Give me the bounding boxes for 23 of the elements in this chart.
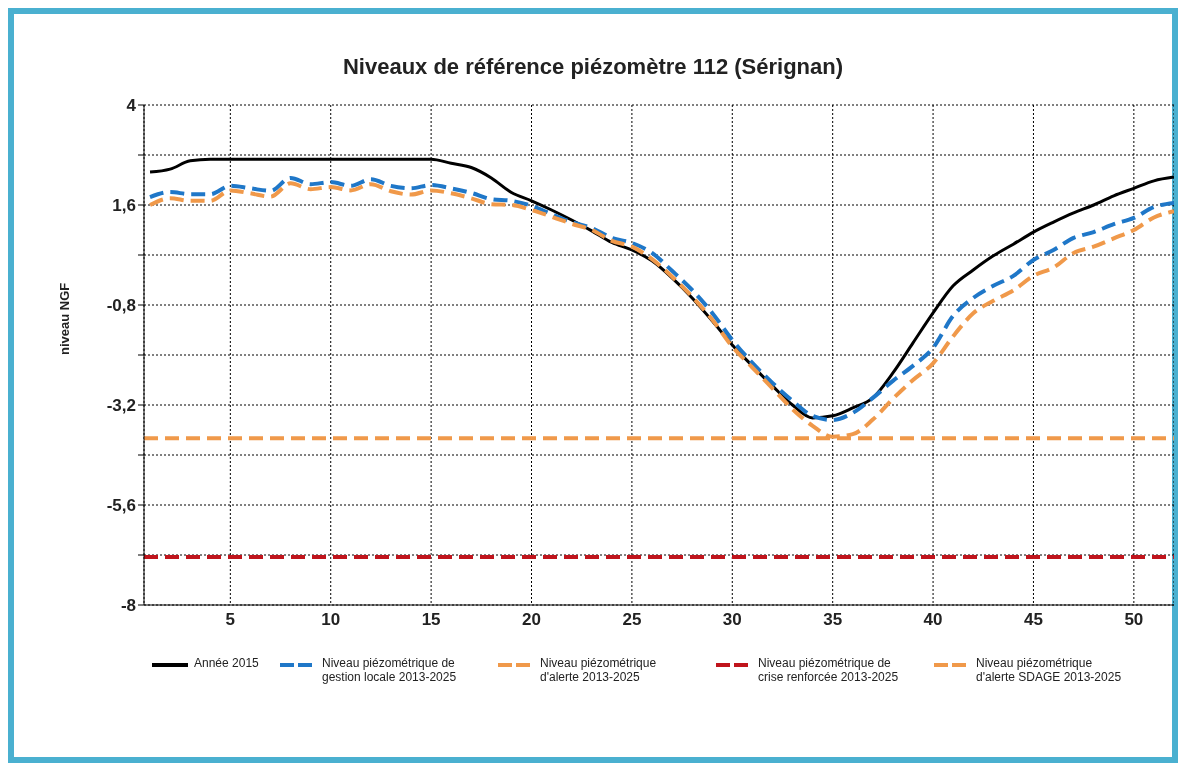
legend-label: Niveau piézométrique de gestion locale 2013-2025 [322, 656, 458, 684]
x-tick-label: 50 [1124, 610, 1144, 630]
x-tick-label: 40 [923, 610, 943, 630]
legend-label: Niveau piézométrique d'alerte 2013-2025 [540, 656, 658, 684]
x-tick-label: 45 [1023, 610, 1043, 630]
x-tick-label: 15 [421, 610, 441, 630]
y-tick-label: -0,8 [106, 296, 136, 316]
legend-label: Année 2015 [194, 656, 259, 670]
y-axis-title: niveau NGF [56, 282, 72, 355]
x-tick-label: 5 [225, 610, 236, 630]
y-tick-label: 4 [126, 96, 137, 116]
y-tick-label: 1,6 [112, 196, 136, 216]
y-tick-label: -8 [120, 596, 136, 616]
x-tick-label: 25 [622, 610, 642, 630]
x-tick-label: 20 [522, 610, 541, 630]
legend-label: Niveau piézométrique de crise renforcée 2013-2025 [758, 656, 900, 684]
x-tick-label: 35 [823, 610, 843, 630]
legend-label: Niveau piézométrique d'alerte SDAGE 2013-2025 [976, 656, 1123, 684]
x-tick-label: 30 [722, 610, 742, 630]
chart-title: Niveaux de référence piézomètre 112 (Sérignan) [341, 54, 845, 80]
x-tick-label: 10 [321, 610, 341, 630]
y-tick-label: -5,6 [106, 496, 136, 516]
y-tick-label: -3,2 [106, 396, 136, 416]
